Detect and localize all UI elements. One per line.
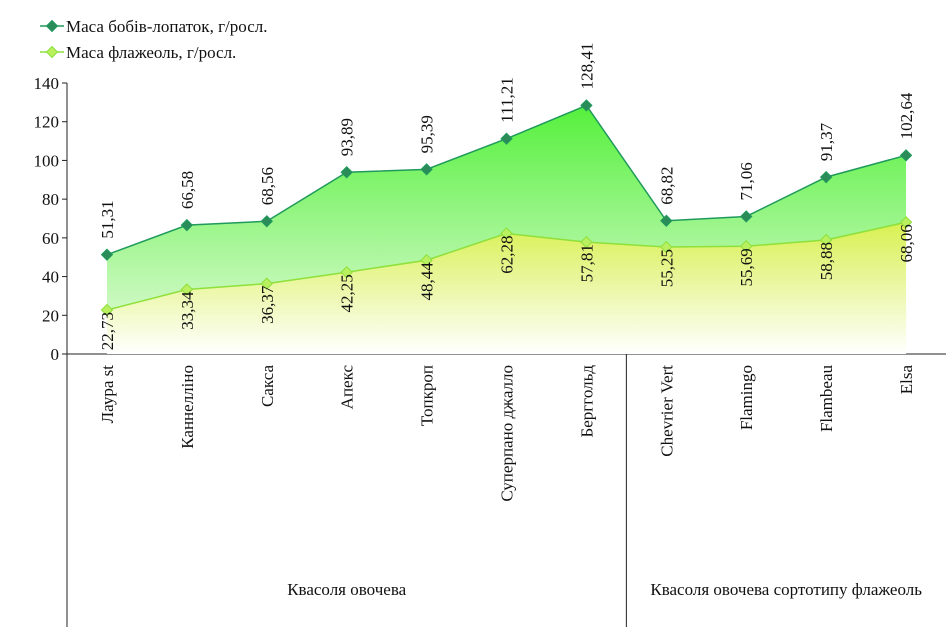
marker: [500, 132, 513, 145]
marker: [580, 99, 593, 112]
data-label: 71,06: [737, 162, 756, 200]
y-tick-label: 140: [34, 74, 60, 93]
legend-marker: [45, 45, 59, 59]
marker: [899, 216, 913, 229]
marker: [100, 303, 114, 317]
y-tick-label: 40: [42, 268, 59, 287]
data-label: 57,81: [577, 244, 596, 282]
legend-label: Маса бобів-лопаток, г/росл.: [66, 17, 267, 36]
x-tick-label: Flambeau: [817, 365, 836, 433]
marker: [819, 233, 833, 247]
data-label: 95,39: [418, 115, 437, 153]
marker: [819, 170, 833, 184]
x-tick-label: Chevrier Vert: [657, 365, 676, 457]
marker: [740, 239, 753, 253]
group-label: Квасоля овочева сортотипу флажеоль: [650, 580, 922, 599]
group-label: Квасоля овочева: [287, 580, 406, 599]
data-label: 68,56: [258, 167, 277, 205]
legend-marker: [45, 19, 59, 33]
area: [106, 222, 907, 354]
data-label: 68,82: [657, 167, 676, 205]
marker: [420, 163, 433, 176]
data-label: 51,31: [98, 200, 117, 238]
marker: [100, 248, 114, 261]
data-label: 68,06: [897, 224, 916, 262]
marker: [899, 149, 913, 162]
data-label: 22,73: [98, 312, 117, 350]
data-label: 36,37: [258, 285, 277, 324]
marker: [340, 266, 353, 279]
x-tick-label: Апекс: [338, 365, 357, 410]
x-tick-label: Flamingo: [737, 365, 756, 430]
data-label: 62,28: [498, 235, 517, 273]
marker: [420, 254, 433, 267]
x-tick-label: Каннелліно: [178, 365, 197, 449]
data-label: 102,64: [897, 92, 916, 139]
legend-label: Маса флажеоль, г/росл.: [66, 43, 236, 62]
y-tick-label: 20: [42, 306, 59, 325]
data-label: 128,41: [577, 43, 596, 90]
data-label: 111,21: [498, 77, 517, 123]
x-tick-label: Топкроп: [418, 365, 437, 426]
marker: [260, 277, 273, 290]
y-tick-label: 0: [51, 345, 60, 364]
data-label: 48,44: [418, 262, 437, 301]
x-tick-label: Суперпано джалло: [498, 365, 517, 502]
x-tick-label: Лаура st: [98, 365, 117, 424]
y-tick-label: 120: [34, 113, 60, 132]
marker: [260, 215, 273, 228]
marker: [180, 218, 194, 232]
data-label: 91,37: [817, 122, 836, 161]
data-label: 55,69: [737, 248, 756, 286]
marker: [660, 214, 673, 227]
data-label: 66,58: [178, 171, 197, 209]
y-tick-label: 80: [42, 190, 59, 209]
marker: [580, 235, 593, 249]
data-label: 33,34: [178, 291, 197, 330]
marker: [340, 166, 353, 179]
x-tick-label: Берггольд: [577, 365, 596, 438]
data-label: 42,25: [338, 274, 357, 312]
x-tick-label: Elsa: [897, 365, 916, 395]
marker: [180, 283, 194, 296]
data-label: 93,89: [338, 118, 357, 156]
marker: [500, 227, 513, 240]
data-label: 58,88: [817, 242, 836, 280]
marker: [660, 240, 673, 254]
data-label: 55,25: [657, 249, 676, 287]
y-tick-label: 60: [42, 229, 59, 248]
y-tick-label: 100: [34, 151, 60, 170]
marker: [740, 210, 753, 223]
x-tick-label: Сакса: [258, 365, 277, 407]
